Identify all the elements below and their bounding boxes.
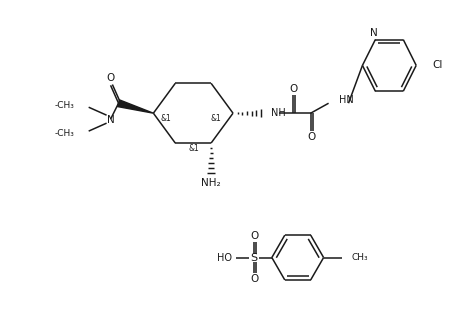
Text: -CH₃: -CH₃: [55, 129, 75, 137]
Text: N: N: [370, 28, 377, 38]
Text: &1: &1: [161, 114, 172, 123]
Text: NH: NH: [271, 108, 286, 118]
Text: N: N: [107, 115, 114, 125]
Text: -CH₃: -CH₃: [55, 101, 75, 110]
Text: Cl: Cl: [432, 60, 443, 70]
Text: O: O: [290, 84, 298, 94]
Text: S: S: [250, 253, 257, 262]
Text: O: O: [251, 274, 259, 285]
Text: CH₃: CH₃: [352, 253, 368, 262]
Text: &1: &1: [189, 144, 200, 152]
Text: HN: HN: [338, 95, 353, 105]
Text: O: O: [107, 73, 115, 83]
Text: HO: HO: [217, 253, 232, 262]
Text: &1: &1: [211, 114, 221, 123]
Polygon shape: [118, 100, 154, 113]
Text: NH₂: NH₂: [201, 178, 221, 188]
Text: O: O: [308, 132, 316, 142]
Text: O: O: [251, 231, 259, 241]
